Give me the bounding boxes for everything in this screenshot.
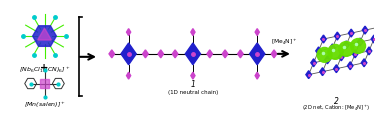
Polygon shape	[347, 62, 353, 70]
Polygon shape	[321, 36, 326, 44]
Polygon shape	[349, 30, 354, 38]
Text: [Mn(salen)]$^+$: [Mn(salen)]$^+$	[23, 100, 65, 109]
Polygon shape	[362, 27, 368, 35]
Polygon shape	[311, 59, 316, 67]
Polygon shape	[143, 51, 148, 58]
Polygon shape	[334, 65, 339, 73]
Polygon shape	[320, 68, 325, 76]
Polygon shape	[249, 44, 265, 65]
Text: (2D net, Cation: [Me$_4$N]$^+$): (2D net, Cation: [Me$_4$N]$^+$)	[302, 102, 370, 112]
Polygon shape	[255, 73, 259, 79]
Polygon shape	[121, 44, 136, 65]
Text: (1D neutral chain): (1D neutral chain)	[168, 89, 218, 94]
Polygon shape	[191, 73, 195, 79]
Polygon shape	[357, 39, 363, 47]
Polygon shape	[325, 56, 330, 64]
Polygon shape	[339, 53, 344, 61]
Polygon shape	[185, 44, 201, 65]
Polygon shape	[191, 29, 195, 36]
Polygon shape	[255, 29, 259, 36]
Polygon shape	[238, 51, 243, 58]
Polygon shape	[109, 51, 115, 58]
Polygon shape	[352, 51, 358, 58]
Polygon shape	[371, 36, 377, 44]
Polygon shape	[172, 51, 178, 58]
Polygon shape	[127, 73, 131, 79]
Polygon shape	[361, 59, 367, 67]
Polygon shape	[207, 51, 212, 58]
Text: [Me$_4$N]$^+$: [Me$_4$N]$^+$	[271, 37, 297, 47]
Polygon shape	[222, 51, 228, 58]
Polygon shape	[330, 45, 335, 52]
FancyBboxPatch shape	[40, 79, 50, 89]
Circle shape	[339, 42, 354, 57]
Polygon shape	[33, 27, 56, 47]
Polygon shape	[376, 24, 378, 32]
Text: 1: 1	[191, 79, 195, 88]
Circle shape	[317, 48, 332, 63]
Text: +: +	[40, 62, 49, 72]
Polygon shape	[344, 42, 349, 49]
Polygon shape	[366, 48, 372, 55]
Polygon shape	[306, 71, 311, 79]
Polygon shape	[127, 29, 131, 36]
Text: [Nb$_6$Cl$_{12}$(CN)$_6$]$^+$: [Nb$_6$Cl$_{12}$(CN)$_6$]$^+$	[19, 64, 70, 74]
Circle shape	[351, 39, 366, 54]
Polygon shape	[158, 51, 164, 58]
Circle shape	[328, 45, 343, 60]
Polygon shape	[316, 48, 321, 55]
Polygon shape	[271, 51, 277, 58]
Polygon shape	[38, 29, 51, 41]
Polygon shape	[335, 33, 340, 41]
Text: 2: 2	[334, 96, 339, 105]
